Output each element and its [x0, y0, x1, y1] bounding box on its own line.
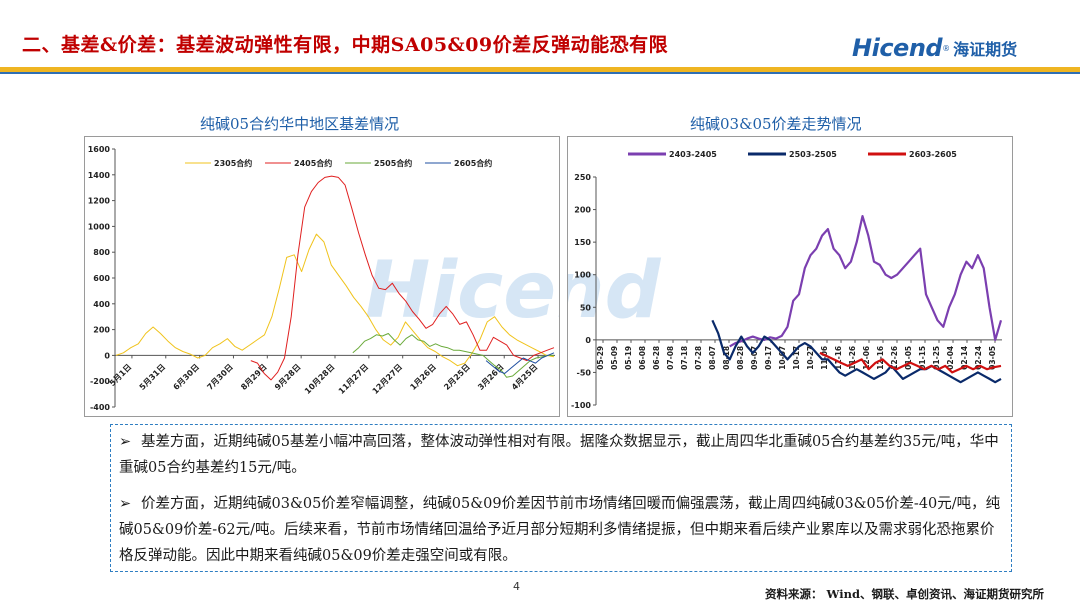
x-tick-label: 10-17: [792, 346, 801, 370]
x-tick-label: 08-18: [722, 346, 731, 370]
y-tick-label: 1600: [88, 145, 111, 154]
x-tick-label: 01-15: [918, 346, 927, 370]
x-tick-label: 06-08: [638, 346, 647, 370]
x-tick-label: 12-26: [890, 346, 899, 370]
x-tick-label: 08-28: [736, 346, 745, 370]
page-title: 二、基差&价差：基差波动弹性有限，中期SA05&09价差反弹动能恐有限: [22, 34, 669, 56]
x-tick-label: 5月31日: [138, 362, 167, 391]
x-tick-label: 4月25日: [510, 362, 539, 391]
basis-chart-svg: Hicend 1600 1400 1200 1000 800 600 400 200 0 -200 -…: [88, 145, 559, 412]
brand-logo: Hicend ® 海证期货: [852, 30, 1017, 66]
y-tick-label: 50: [580, 303, 592, 312]
x-tick-label: 09-07: [750, 346, 759, 370]
y-tick-label: -100: [571, 401, 591, 410]
legend-label: 2405合约: [294, 158, 332, 168]
spread-text: 价差方面，近期纯碱03&05价差窄幅调整，纯碱05&09价差因节前市场情绪回暖而…: [119, 496, 1001, 564]
x-tick-label: 10-07: [778, 346, 787, 370]
right-chart-title: 纯碱03&05价差走势情况: [690, 115, 862, 133]
legend-label: 2605合约: [454, 158, 492, 168]
commentary-box: ➢ 基差方面，近期纯碱05基差小幅冲高回落，整体波动弹性相对有限。据隆众数据显示，…: [110, 424, 1012, 572]
x-tick-label: 7月30日: [205, 362, 234, 391]
watermark-text: Hicend: [365, 246, 559, 336]
y-tick-label: -50: [577, 368, 592, 377]
x-tick-label: 8月29日: [239, 362, 268, 391]
data-source-note: 资料来源： Wind、钢联、卓创资讯、海证期货研究所: [765, 587, 1044, 601]
x-tick-label: 02-14: [960, 346, 969, 370]
x-tick-label: 07-28: [694, 346, 703, 370]
basis-text: 基差方面，近期纯碱05基差小幅冲高回落，整体波动弹性相对有限。据隆众数据显示，截…: [119, 434, 999, 476]
left-chart-title: 纯碱05合约华中地区基差情况: [200, 115, 400, 133]
x-tick-label: 01-05: [904, 346, 913, 370]
header-accent-bar: [0, 67, 1080, 72]
y-tick-label: 1400: [88, 171, 111, 180]
y-tick-label: -200: [90, 377, 110, 386]
y-tick-label: -400: [90, 403, 110, 412]
y-tick-label: 1200: [88, 197, 111, 206]
x-tick-label: 12-16: [876, 346, 885, 370]
commentary-paragraph-basis: ➢ 基差方面，近期纯碱05基差小幅冲高回落，整体波动弹性相对有限。据隆众数据显示，…: [119, 429, 1005, 481]
x-tick-label: 11-06: [820, 346, 829, 370]
x-tick-label: 08-07: [708, 346, 717, 370]
x-tick-label: 10月28日: [303, 362, 336, 395]
header-divider: [0, 72, 1080, 74]
page-number: 4: [513, 580, 520, 593]
x-tick-label: 11-16: [834, 346, 843, 370]
series-line: [819, 351, 1002, 374]
legend-label: 2503-2505: [789, 150, 837, 159]
series-line: [729, 215, 1003, 348]
x-tick-label: 02-04: [946, 346, 955, 370]
x-tick-label: 5月1日: [108, 362, 134, 388]
x-tick-label: 01-25: [932, 346, 941, 370]
y-tick-label: 250: [574, 173, 591, 182]
legend-label: 2305合约: [214, 158, 252, 168]
basis-chart: Hicend 1600 1400 1200 1000 800 600 400 200 0 -200 -…: [84, 136, 560, 417]
x-tick-label: 12月27日: [371, 362, 404, 395]
x-tick-label: 11月27日: [337, 362, 370, 395]
y-tick-label: 0: [585, 336, 591, 345]
x-tick-label: 11-26: [848, 346, 857, 370]
y-tick-label: 600: [93, 274, 110, 283]
x-tick-label: 05-09: [610, 346, 619, 370]
legend-label: 2603-2605: [909, 150, 957, 159]
x-tick-label: 07-08: [666, 346, 675, 370]
y-tick-label: 0: [104, 351, 110, 360]
x-tick-label: 12-06: [862, 346, 871, 370]
y-tick-label: 200: [574, 206, 591, 215]
logo-text-cn: 海证期货: [953, 40, 1018, 59]
bullet-arrow-icon: ➢: [119, 434, 132, 450]
spread-chart-svg: Hicend 250 200 150 100 50 0 -50 -100 05-29 05-09 05…: [568, 150, 1003, 410]
logo-text-en: Hicend: [852, 34, 943, 62]
x-tick-label: 2月25日: [442, 362, 471, 391]
x-tick-label: 1月26日: [408, 362, 437, 391]
x-tick-label: 05-19: [624, 346, 633, 370]
series-line: [250, 175, 555, 381]
y-tick-label: 1000: [88, 222, 111, 231]
y-tick-label: 800: [93, 248, 110, 257]
logo-registered-mark: ®: [942, 43, 951, 53]
x-tick-label: 9月28日: [273, 362, 302, 391]
y-tick-label: 150: [574, 238, 591, 247]
legend-label: 2403-2405: [669, 150, 717, 159]
legend-label: 2505合约: [374, 158, 412, 168]
series-line: [352, 333, 554, 378]
x-tick-label: 3月26日: [476, 362, 505, 391]
x-tick-label: 02-24: [974, 346, 983, 370]
series-line: [115, 233, 555, 367]
x-tick-label: 09-17: [764, 346, 773, 370]
series-line: [711, 319, 1002, 384]
x-tick-label: 03-05: [988, 346, 997, 370]
x-tick-label: 06-28: [652, 346, 661, 370]
y-tick-label: 400: [93, 300, 110, 309]
x-tick-label: 6月30日: [172, 362, 201, 391]
y-tick-label: 200: [93, 326, 110, 335]
spread-chart: Hicend 250 200 150 100 50 0 -50 -100 05-29 05-09 05…: [567, 136, 1013, 417]
x-tick-label: 07-18: [680, 346, 689, 370]
y-tick-label: 100: [574, 271, 591, 280]
bullet-arrow-icon: ➢: [119, 496, 132, 512]
series-line: [485, 352, 555, 374]
x-tick-label: 05-29: [596, 346, 605, 370]
watermark-text: Hicend: [568, 246, 662, 336]
commentary-paragraph-spread: ➢ 价差方面，近期纯碱03&05价差窄幅调整，纯碱05&09价差因节前市场情绪回暖…: [119, 491, 1005, 569]
x-tick-label: 10-27: [806, 346, 815, 370]
